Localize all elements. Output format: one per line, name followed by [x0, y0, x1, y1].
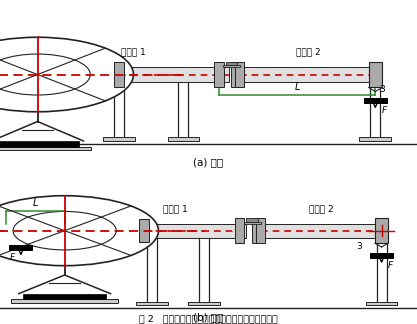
Bar	[0, 224, 4, 238]
Bar	[168, 137, 199, 141]
Bar	[23, 294, 106, 299]
Bar	[144, 224, 246, 238]
Bar	[244, 222, 261, 224]
Text: F: F	[388, 261, 393, 270]
Bar	[11, 299, 118, 303]
Bar	[226, 62, 237, 65]
Bar	[377, 218, 386, 243]
Bar	[0, 147, 91, 150]
Text: 直管段 1: 直管段 1	[163, 204, 188, 213]
Bar	[231, 62, 240, 87]
Bar	[139, 219, 149, 242]
Bar	[136, 302, 168, 305]
Bar	[371, 62, 380, 87]
Bar	[0, 141, 79, 147]
Bar	[369, 62, 382, 87]
Circle shape	[0, 37, 133, 112]
Bar	[246, 218, 258, 222]
Bar	[261, 224, 382, 238]
Text: (b) 扭矩: (b) 扭矩	[193, 312, 224, 322]
Bar	[235, 62, 244, 87]
Circle shape	[13, 212, 116, 250]
Bar	[370, 253, 393, 258]
Bar	[119, 67, 229, 82]
Text: 直管段 1: 直管段 1	[121, 47, 146, 56]
Text: 直管段 2: 直管段 2	[309, 204, 334, 213]
Bar	[114, 62, 124, 87]
Bar	[252, 218, 261, 243]
Text: 3: 3	[357, 242, 362, 250]
Text: (a) 弯矩: (a) 弯矩	[193, 157, 224, 167]
Bar	[256, 218, 265, 243]
Bar	[223, 65, 240, 67]
Bar	[359, 137, 391, 141]
Text: L: L	[294, 82, 300, 92]
Circle shape	[0, 196, 158, 266]
Bar	[364, 98, 387, 103]
Bar	[366, 302, 397, 305]
Text: F: F	[10, 253, 15, 262]
Circle shape	[0, 54, 90, 95]
Text: 直管段 2: 直管段 2	[296, 47, 321, 56]
Bar	[214, 62, 224, 87]
Bar	[188, 302, 220, 305]
Bar	[375, 218, 388, 243]
Bar	[103, 137, 135, 141]
Bar	[240, 67, 375, 82]
Bar	[235, 218, 244, 243]
Text: F: F	[382, 106, 387, 115]
Text: 3: 3	[379, 85, 385, 94]
Bar	[9, 246, 32, 250]
Text: 图 2   高压涡轮流量计的弯矩与扭矩测试装置示意图: 图 2 高压涡轮流量计的弯矩与扭矩测试装置示意图	[139, 314, 278, 323]
Text: L: L	[33, 198, 38, 208]
